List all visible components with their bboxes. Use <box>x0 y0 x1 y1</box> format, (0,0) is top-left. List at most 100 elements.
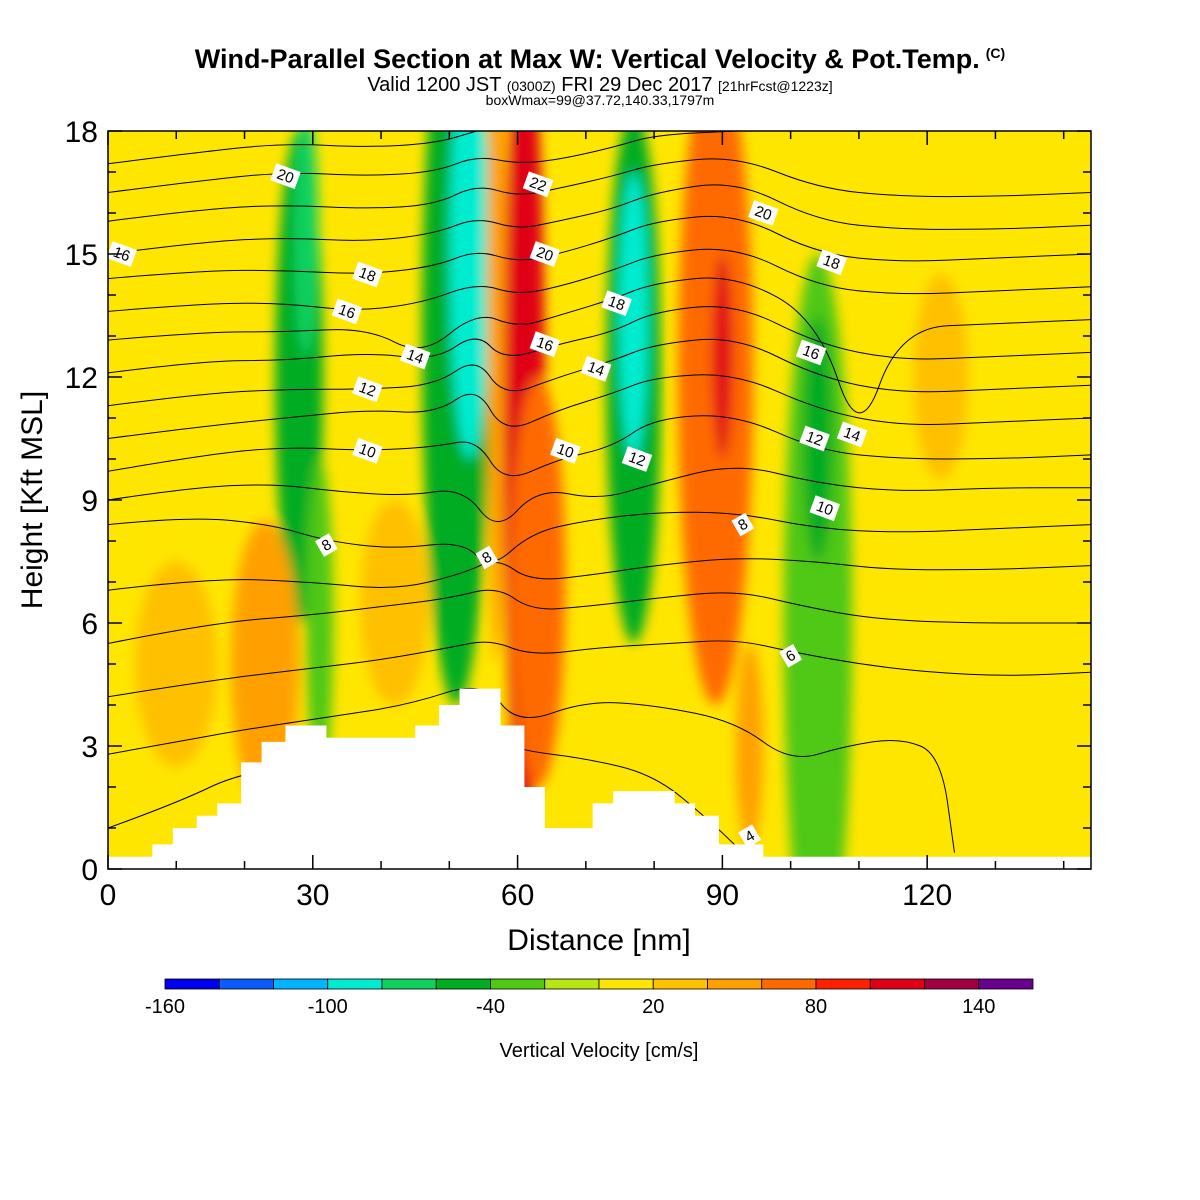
chart-title-text: Wind-Parallel Section at Max W: Vertical… <box>194 44 980 74</box>
colorbar-swatch-2 <box>273 978 329 990</box>
contour-label-8: 8 <box>475 545 499 570</box>
contour-label-text: 10 <box>356 440 377 462</box>
y-tick-label: 3 <box>81 731 98 764</box>
contour-label-22: 8 <box>731 512 755 537</box>
contour-label-text: 18 <box>356 264 377 286</box>
forecast-info: [21hrFcst@1223z] <box>718 78 833 94</box>
contour-label-bg <box>580 355 612 382</box>
contour-label-bg <box>795 339 827 366</box>
velocity-cell-3 <box>135 561 218 767</box>
contour-label-6: 10 <box>352 437 383 464</box>
isentrope-12 <box>108 248 1091 312</box>
velocity-cell-16 <box>783 254 853 869</box>
contour-label-text: 18 <box>606 293 627 315</box>
y-axis-label: Height [Kft MSL] <box>16 391 49 609</box>
contour-label-text: 12 <box>804 428 825 450</box>
contour-label-3: 16 <box>331 298 363 325</box>
contour-label-24: 4 <box>738 824 762 848</box>
contour-label-text: 16 <box>800 342 821 364</box>
contour-label-bg <box>475 545 499 570</box>
x-axis-label: Distance [nm] <box>507 924 690 957</box>
contour-label-bg <box>799 425 830 452</box>
contour-label-16: 20 <box>748 200 779 226</box>
contour-label-5: 12 <box>352 376 383 403</box>
contour-label-17: 18 <box>816 249 847 276</box>
contour-label-bg <box>315 533 338 557</box>
contour-label-bg <box>529 241 561 267</box>
contour-label-4: 14 <box>399 343 431 370</box>
colorbar-swatch-4 <box>381 978 437 990</box>
contour-label-12: 14 <box>580 355 612 382</box>
x-tick-label: 0 <box>100 879 117 912</box>
isentrope-17 <box>108 131 477 165</box>
colorbar-tick-label: 140 <box>962 996 995 1018</box>
contour-label-bg <box>621 446 653 472</box>
chart-title: Wind-Parallel Section at Max W: Vertical… <box>0 44 1200 75</box>
contour-label-text: 16 <box>336 301 357 323</box>
contour-label-text: 14 <box>404 346 425 368</box>
colorbar-swatch-0 <box>164 978 220 990</box>
contour-label-11: 16 <box>529 331 561 358</box>
boxwmax-info: boxWmax=99@37.72,140.33,1797m <box>485 92 715 108</box>
velocity-cell-2 <box>293 131 319 357</box>
velocity-cell-8 <box>486 131 508 664</box>
contour-label-text: 20 <box>275 166 296 188</box>
contour-label-text: 20 <box>752 203 773 225</box>
colorbar-swatch-12 <box>815 978 871 990</box>
isentrope-8 <box>108 374 1091 439</box>
contour-label-18: 16 <box>795 339 827 366</box>
contour-label-0: 20 <box>270 163 301 190</box>
velocity-cell-5 <box>360 500 429 705</box>
colorbar-swatch-15 <box>978 978 1034 990</box>
contour-label-bg <box>779 644 803 668</box>
contour-label-text: 20 <box>534 244 555 266</box>
contour-label-bg <box>331 298 363 325</box>
isentrope-16 <box>108 131 737 193</box>
contour-label-21: 10 <box>809 495 841 522</box>
isentrope-5 <box>108 511 1091 562</box>
contour-label-bg <box>399 343 431 370</box>
contour-label-bg <box>601 290 632 317</box>
contour-label-text: 12 <box>356 379 377 401</box>
contour-label-text: 18 <box>821 252 842 274</box>
contour-label-14: 18 <box>601 290 632 317</box>
colorbar-swatch-14 <box>924 978 980 990</box>
velocity-cell-4 <box>230 520 300 808</box>
colorbar-tick-label: -100 <box>308 996 348 1018</box>
contour-label-text: 14 <box>585 358 606 380</box>
x-tick-label: 30 <box>296 879 329 912</box>
isentrope-10 <box>108 306 1091 374</box>
colorbar-tick-label: 20 <box>642 996 664 1018</box>
y-tick-label: 12 <box>65 362 98 395</box>
contour-label-text: 10 <box>814 498 835 520</box>
contour-label-9: 22 <box>522 171 554 198</box>
y-tick-label: 15 <box>65 239 98 272</box>
colorbar-swatch-3 <box>327 978 383 990</box>
isentrope-11 <box>108 277 1091 414</box>
colorbar-swatch-10 <box>707 978 763 990</box>
y-tick-label: 0 <box>81 854 98 887</box>
contour-label-bg <box>270 163 301 190</box>
colorbar-tick-label: 80 <box>805 996 827 1018</box>
chart-title-mark: (C) <box>985 45 1006 61</box>
contour-label-bg <box>816 249 847 276</box>
isentrope-6 <box>108 467 1091 523</box>
colorbar-swatch-8 <box>598 978 654 990</box>
chart-subtitle: Valid 1200 JST (0300Z) FRI 29 Dec 2017 [… <box>0 74 1200 97</box>
isentropes <box>108 131 1091 853</box>
contour-label-bg <box>352 261 383 288</box>
contour-label-13: 10 <box>550 437 581 464</box>
velocity-cell-10 <box>510 377 566 787</box>
x-tick-label: 90 <box>706 879 739 912</box>
x-tick-label: 60 <box>501 879 534 912</box>
contour-label-19: 12 <box>799 425 830 452</box>
contour-label-text: 14 <box>841 424 862 446</box>
isentrope-15 <box>108 158 1091 222</box>
colorbar-swatch-6 <box>490 978 546 990</box>
terrain <box>108 688 1091 869</box>
velocity-cell-19 <box>940 582 1051 869</box>
colorbar-swatch-13 <box>869 978 925 990</box>
